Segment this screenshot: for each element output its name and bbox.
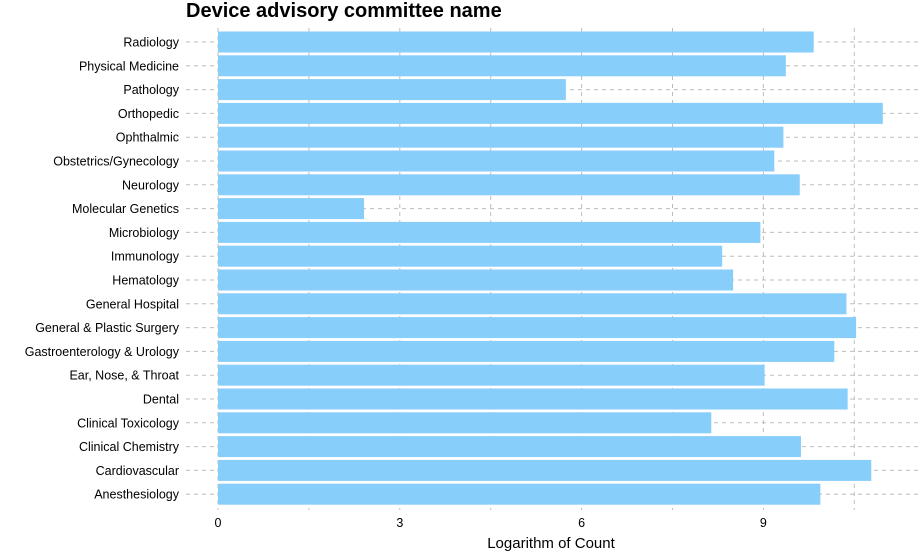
bar [218,269,734,291]
category-label: Orthopedic [118,107,179,121]
bar [218,79,566,101]
category-label: Microbiology [109,226,180,240]
bar [218,293,847,315]
x-tick-label: 9 [760,516,767,530]
category-label: Clinical Chemistry [79,440,180,454]
bar [218,364,765,386]
bar [218,102,883,124]
bar [218,459,872,481]
category-label: Ear, Nose, & Throat [69,369,179,383]
category-label: Anesthesiology [94,488,180,502]
bar [218,55,786,77]
x-tick-label: 3 [396,516,403,530]
category-labels: Radiology Physical Medicine Pathology Ortho… [25,36,180,502]
bar [218,412,712,434]
bar [218,174,800,196]
x-tick-label: 0 [215,516,222,530]
bar [218,483,821,505]
bar [218,245,723,267]
category-label: Clinical Toxicology [77,416,180,430]
category-label: Physical Medicine [79,59,179,73]
category-label: Cardiovascular [96,464,179,478]
category-label: Hematology [112,274,179,288]
x-tick-labels: 0 3 6 9 [215,516,767,530]
category-label: Neurology [122,178,180,192]
category-label: Obstetrics/Gynecology [53,155,179,169]
bar [218,436,801,458]
category-label: Immunology [111,250,180,264]
bar [218,317,857,339]
category-label: General Hospital [86,297,179,311]
category-label: General & Plastic Surgery [35,321,180,335]
bar [218,126,784,148]
bar [218,150,775,172]
category-label: Radiology [123,36,179,50]
bar [218,388,848,410]
bar [218,340,835,362]
category-label: Ophthalmic [116,131,179,145]
category-label: Pathology [123,83,179,97]
x-axis-title: Logarithm of Count [487,535,615,552]
x-tick-label: 6 [578,516,585,530]
chart-title: Device advisory committee name [186,0,502,22]
category-label: Molecular Genetics [72,202,179,216]
bar [218,31,814,53]
bar [218,221,761,243]
bar [218,198,365,220]
category-label: Gastroenterology & Urology [25,345,180,359]
bars-layer [218,31,883,505]
category-label: Dental [143,393,179,407]
